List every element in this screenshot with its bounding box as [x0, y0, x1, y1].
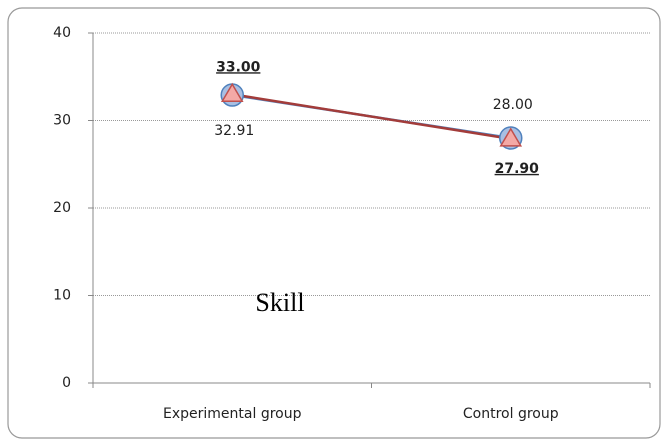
marker — [499, 127, 523, 147]
series-line — [232, 93, 511, 141]
data-label: 27.90 — [495, 161, 540, 177]
data-label: 28.00 — [493, 97, 533, 113]
y-tick-label: 30 — [53, 113, 71, 129]
y-tick-label: 0 — [62, 375, 71, 391]
data-label: 32.91 — [214, 123, 254, 139]
y-tick-label: 10 — [53, 288, 71, 304]
x-tick-label: Experimental group — [163, 406, 302, 422]
marker — [220, 82, 244, 102]
chart-frame — [7, 7, 661, 439]
data-label: 33.00 — [216, 59, 261, 75]
y-tick-label: 40 — [53, 25, 71, 41]
y-tick-label: 20 — [53, 200, 71, 216]
x-tick-label: Control group — [463, 406, 559, 422]
annotation: Skill — [255, 288, 304, 317]
